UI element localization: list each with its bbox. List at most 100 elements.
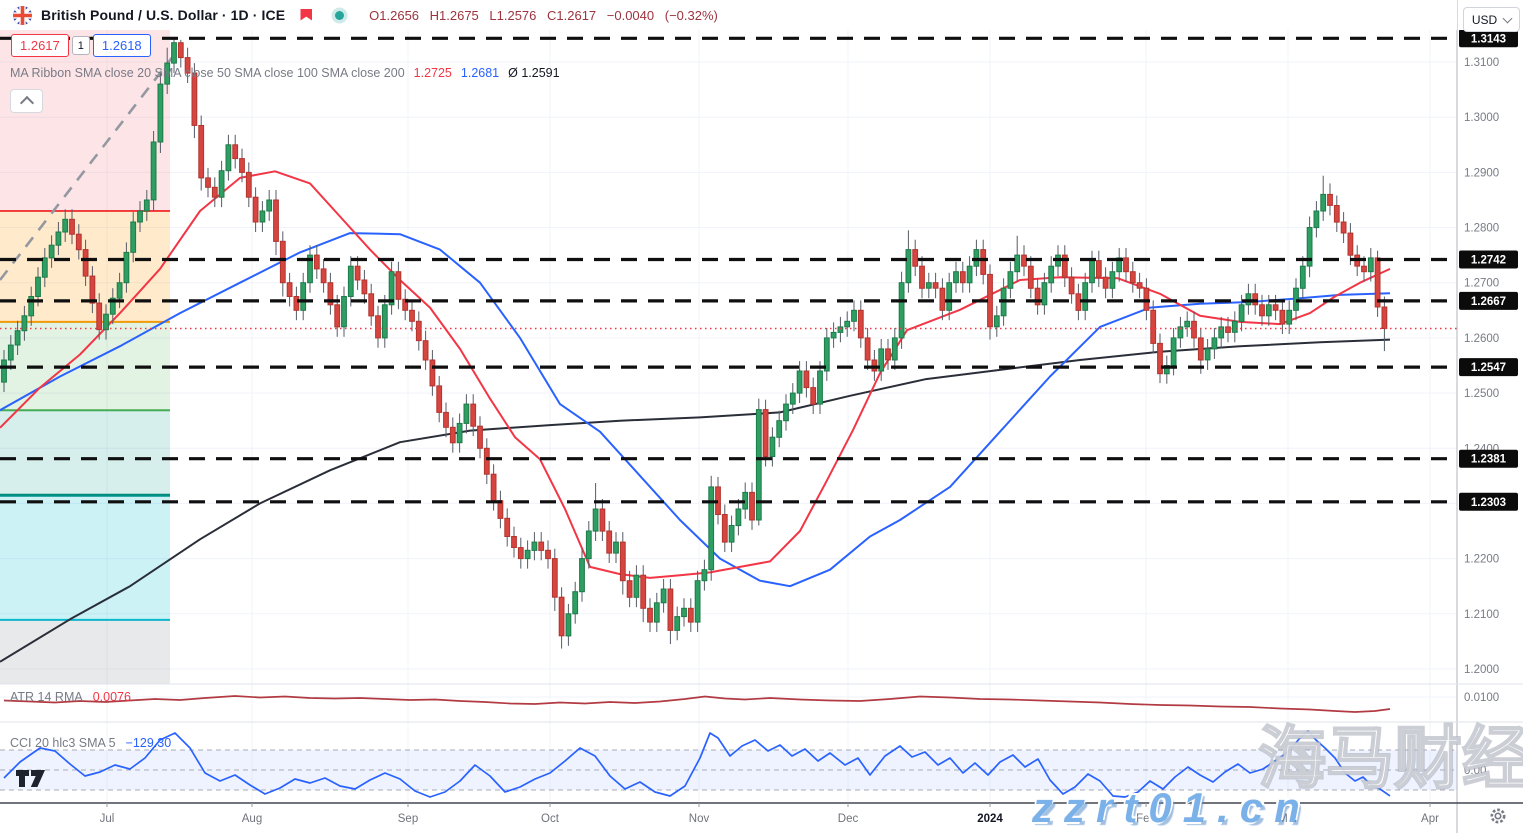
- candle-body: [252, 196, 259, 223]
- candle-body: [511, 536, 517, 548]
- flagged-symbol-icon[interactable]: [299, 8, 314, 22]
- ma-ribbon-legend[interactable]: MA Ribbon SMA close 20 SMA close 50 SMA …: [10, 66, 560, 80]
- candle-body: [538, 541, 545, 551]
- candle-body: [422, 340, 429, 361]
- candle-body: [1313, 210, 1320, 229]
- market-status-dot[interactable]: [335, 10, 345, 20]
- time-axis-label[interactable]: 2024: [977, 813, 1003, 825]
- atr-indicator-legend[interactable]: ATR 14 RMA 0.0076: [10, 690, 131, 704]
- candle-body: [517, 547, 524, 560]
- collapse-legend-button[interactable]: [10, 89, 43, 113]
- cci-line[interactable]: [3, 730, 1391, 798]
- candle-body: [409, 309, 415, 322]
- candle-body: [1293, 287, 1299, 311]
- time-axis-label[interactable]: Oct: [541, 813, 560, 825]
- candle-body: [1299, 265, 1306, 289]
- candle-body: [157, 83, 164, 143]
- price-axis[interactable]: [1458, 0, 1523, 833]
- candle-body: [694, 580, 701, 623]
- candle-body: [735, 508, 742, 527]
- candle-body: [905, 249, 912, 284]
- level-price-label: [1459, 291, 1518, 310]
- chevron-up-icon: [19, 95, 34, 111]
- candle-body: [1204, 348, 1211, 361]
- atr-line[interactable]: [3, 695, 1391, 713]
- ma-average-value: Ø 1.2591: [508, 66, 560, 80]
- candle-body: [1082, 282, 1089, 311]
- gear-icon[interactable]: [1489, 807, 1507, 830]
- zone-cyan[interactable]: [0, 495, 170, 620]
- candle-body: [585, 530, 592, 560]
- candle-body: [300, 282, 307, 311]
- candle-body: [7, 344, 14, 361]
- candle-body: [864, 337, 871, 361]
- candle-body: [776, 420, 783, 438]
- symbol-title[interactable]: British Pound / U.S. Dollar · 1D · ICE: [41, 7, 286, 23]
- candle-body: [1259, 304, 1265, 317]
- time-axis-label[interactable]: Apr: [1421, 813, 1439, 825]
- time-axis-label[interactable]: Mar: [1278, 813, 1298, 825]
- candles-layer: [1, 38, 1388, 649]
- zone-teal[interactable]: [0, 410, 170, 496]
- time-axis-label[interactable]: Sep: [398, 813, 418, 825]
- candle-body: [1068, 276, 1075, 295]
- tradingview-logo[interactable]: [15, 769, 46, 793]
- candle-body: [116, 282, 123, 299]
- candle-body: [1034, 287, 1041, 306]
- candle-body: [1095, 260, 1102, 278]
- level-price-label: [1459, 358, 1518, 377]
- candle-body: [89, 275, 96, 304]
- candle-body: [150, 141, 157, 201]
- candle-body: [1361, 265, 1367, 273]
- time-axis-label[interactable]: Aug: [242, 813, 262, 825]
- candle-body: [592, 508, 599, 532]
- candle-body: [783, 403, 789, 422]
- candle-body: [313, 254, 320, 270]
- candle-body: [837, 326, 844, 333]
- bid-ask-row: 1.2617 1 1.2618: [11, 34, 151, 57]
- time-axis-label[interactable]: Jul: [100, 813, 115, 825]
- candle-body: [1109, 271, 1116, 289]
- price-tick-label: 1.2200: [1464, 554, 1499, 566]
- candle-body: [62, 218, 69, 233]
- candle-body: [1279, 309, 1286, 325]
- candle-body: [667, 588, 674, 631]
- buy-price-button[interactable]: 1.2618: [92, 34, 151, 57]
- trendline[interactable]: [0, 49, 180, 281]
- chevron-down-icon: [1502, 13, 1513, 23]
- candle-body: [565, 613, 572, 637]
- sma50-line[interactable]: [0, 232, 1391, 588]
- candle-body: [647, 607, 653, 623]
- time-axis-label[interactable]: Feb: [1136, 813, 1156, 825]
- candle-body: [41, 257, 48, 278]
- cci-indicator-legend[interactable]: CCI 20 hlc3 SMA 5 −129.30: [10, 736, 171, 750]
- candle-body: [1320, 193, 1327, 212]
- candle-body: [1381, 306, 1388, 329]
- candle-body: [653, 602, 660, 623]
- time-axis-label[interactable]: Dec: [838, 813, 859, 825]
- candle-body: [456, 422, 463, 444]
- candle-body: [21, 315, 28, 332]
- candle-body: [143, 199, 150, 212]
- sell-price-button[interactable]: 1.2617: [11, 34, 69, 57]
- candle-body: [1225, 326, 1231, 333]
- candle-body: [1211, 337, 1218, 350]
- candle-body: [1340, 221, 1347, 234]
- candle-body: [463, 403, 470, 424]
- candle-body: [1150, 309, 1157, 344]
- candle-body: [211, 186, 218, 198]
- time-axis-label[interactable]: Nov: [689, 813, 710, 825]
- currency-dropdown[interactable]: USD: [1463, 7, 1520, 32]
- candle-body: [320, 268, 327, 284]
- candle-body: [810, 387, 817, 405]
- candle-body: [1089, 260, 1095, 284]
- candle-body: [762, 409, 769, 458]
- zone-grey[interactable]: [0, 619, 170, 684]
- candle-body: [415, 320, 422, 342]
- sma200-line[interactable]: [0, 338, 1391, 663]
- candle-body: [334, 304, 341, 328]
- sma20-line[interactable]: [0, 170, 1391, 579]
- zone-pink[interactable]: [0, 30, 170, 211]
